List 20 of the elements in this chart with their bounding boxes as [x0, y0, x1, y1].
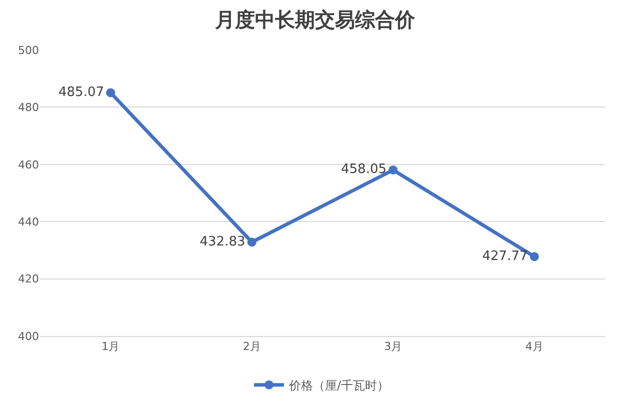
data-label: 485.07	[58, 84, 104, 100]
data-label: 427.77	[482, 248, 528, 264]
y-tick-label: 480	[18, 101, 39, 114]
x-tick-label: 4月	[525, 340, 544, 354]
data-label: 432.83	[200, 234, 246, 250]
x-tick-label: 1月	[102, 340, 120, 354]
chart-title: 月度中长期交易综合价	[214, 8, 416, 32]
x-tick-label: 2月	[242, 340, 261, 354]
y-tick-label: 440	[18, 215, 39, 228]
x-tick-label: 3月	[384, 340, 402, 354]
data-label: 458.05	[341, 162, 387, 178]
y-tick-label: 500	[18, 44, 39, 57]
y-tick-label: 420	[18, 272, 39, 286]
point	[106, 88, 116, 98]
point	[530, 252, 539, 262]
legend-label: 价格（厘/千瓦时）	[288, 378, 390, 392]
point	[247, 238, 256, 247]
y-tick-label: 460	[18, 158, 39, 172]
y-tick-label: 400	[18, 330, 39, 343]
point	[388, 165, 398, 174]
